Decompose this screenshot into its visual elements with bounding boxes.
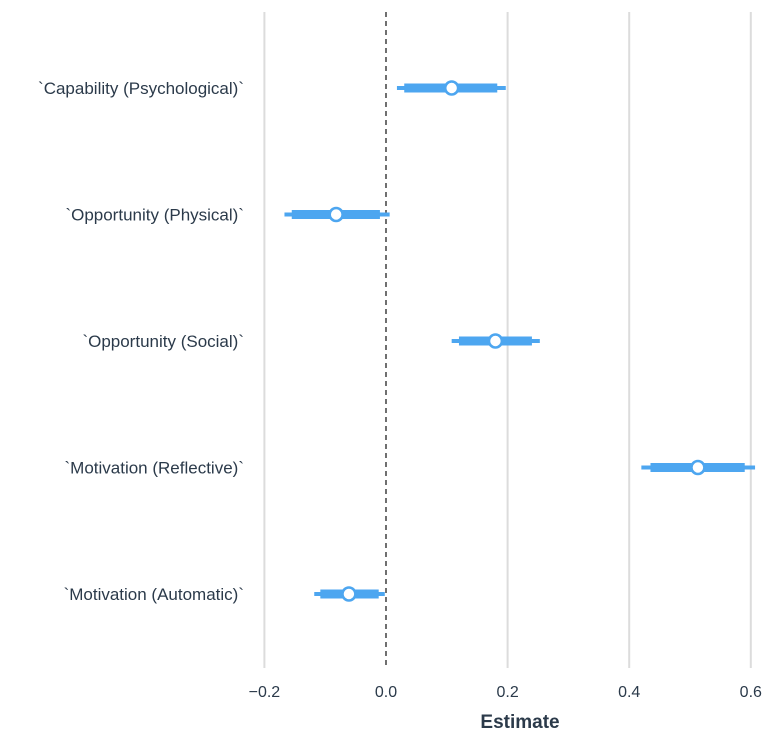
category-label: `Opportunity (Physical)` — [65, 206, 244, 225]
category-label: `Capability (Psychological)` — [38, 79, 244, 98]
x-tick-label: 0.4 — [618, 684, 640, 701]
x-tick-labels: −0.2 0.0 0.2 0.4 0.6 — [249, 684, 762, 701]
point-estimate — [487, 333, 504, 349]
x-tick-label: −0.2 — [249, 684, 281, 701]
category-labels: `Capability (Psychological)` `Opportunity… — [38, 79, 244, 604]
x-tick-label: 0.0 — [375, 684, 397, 701]
x-tick-label: 0.2 — [496, 684, 518, 701]
x-tick-label: 0.6 — [740, 684, 762, 701]
point-estimate — [443, 80, 460, 96]
category-label: `Opportunity (Social)` — [82, 332, 244, 351]
point-estimate — [328, 206, 344, 223]
estimate-marks — [284, 80, 756, 602]
x-axis-title: Estimate — [480, 712, 559, 731]
grid-lines — [263, 12, 752, 668]
category-label: `Motivation (Automatic)` — [64, 585, 244, 604]
category-label: `Motivation (Reflective)` — [65, 459, 245, 478]
point-estimate — [690, 459, 706, 476]
point-estimate — [341, 586, 357, 602]
